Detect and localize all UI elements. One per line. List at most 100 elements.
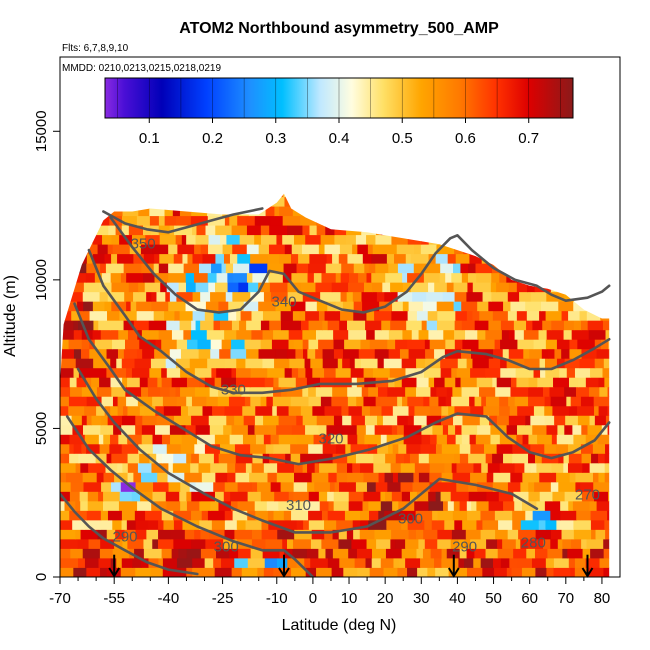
heatmap-cell — [89, 367, 107, 378]
heatmap-cell — [111, 234, 120, 245]
heatmap-cell — [161, 377, 173, 388]
heatmap-cell — [175, 358, 191, 369]
heatmap-cell — [230, 500, 239, 511]
heatmap-cell — [422, 301, 438, 312]
chart-title: ATOM2 Northbound asymmetry_500_AMP — [179, 20, 499, 37]
heatmap-cell — [574, 567, 589, 577]
heatmap-cell — [86, 263, 101, 274]
heatmap-cell — [221, 339, 232, 350]
heatmap-cell — [457, 358, 468, 369]
heatmap-cell — [125, 386, 142, 397]
heatmap-cell — [535, 567, 548, 577]
heatmap-cell — [598, 472, 606, 483]
heatmap-cell — [237, 500, 256, 511]
heatmap-cell — [168, 481, 181, 492]
heatmap-cell — [302, 339, 310, 350]
heatmap-cell — [105, 263, 125, 274]
heatmap-cell — [391, 234, 409, 245]
heatmap-cell — [219, 348, 232, 359]
heatmap-cell — [545, 339, 558, 350]
heatmap-cell — [117, 253, 134, 264]
heatmap-cell — [301, 244, 320, 255]
heatmap-cell — [331, 567, 344, 577]
heatmap-cell — [374, 424, 393, 435]
heatmap-cell — [75, 358, 94, 369]
heatmap-cell — [245, 358, 264, 369]
heatmap-cell — [307, 348, 316, 359]
heatmap-cell — [473, 196, 489, 207]
heatmap-cell — [418, 453, 430, 464]
heatmap-cell — [469, 253, 483, 264]
heatmap-cell — [293, 481, 308, 492]
heatmap-cell — [522, 472, 540, 483]
heatmap-cell — [235, 472, 250, 483]
heatmap-cell — [92, 234, 103, 245]
heatmap-cell — [371, 272, 386, 283]
heatmap-cell — [274, 491, 290, 502]
heatmap-cell — [417, 215, 426, 226]
heatmap-cell — [358, 272, 368, 283]
heatmap-cell — [477, 329, 486, 340]
heatmap-cell — [589, 462, 606, 473]
heatmap-cell — [417, 567, 428, 577]
heatmap-cell — [604, 519, 610, 530]
heatmap-cell — [235, 453, 254, 464]
heatmap-cell — [445, 196, 457, 207]
heatmap-cell — [468, 234, 478, 245]
heatmap-cell — [341, 434, 349, 445]
heatmap-cell — [217, 396, 230, 407]
heatmap-cell — [145, 510, 163, 521]
heatmap-cell — [86, 377, 92, 388]
heatmap-cell — [152, 538, 159, 549]
heatmap-cell — [101, 481, 112, 492]
heatmap-cell — [288, 329, 303, 340]
heatmap-cell — [517, 405, 535, 416]
heatmap-cell — [524, 462, 532, 473]
heatmap-cell — [450, 491, 470, 502]
heatmap-cell — [205, 225, 216, 236]
heatmap-cell — [442, 424, 449, 435]
heatmap-cell — [242, 405, 256, 416]
heatmap-cell — [109, 215, 123, 226]
heatmap-cell — [338, 253, 349, 264]
heatmap-cell — [368, 519, 383, 530]
heatmap-cell — [470, 367, 486, 378]
heatmap-cell — [516, 282, 528, 293]
heatmap-cell — [400, 510, 417, 521]
heatmap-cell — [75, 500, 81, 511]
heatmap-cell — [488, 301, 504, 312]
heatmap-cell — [385, 225, 395, 236]
heatmap-cell — [216, 272, 228, 283]
heatmap-cell — [60, 396, 70, 407]
heatmap-cell — [435, 443, 443, 454]
heatmap-cell — [508, 396, 516, 407]
heatmap-cell — [541, 348, 549, 359]
heatmap-cell — [148, 557, 160, 568]
heatmap-cell — [539, 472, 557, 483]
heatmap-cell — [590, 519, 605, 530]
heatmap-cell — [394, 253, 407, 264]
heatmap-cell — [553, 377, 570, 388]
heatmap-cell — [350, 367, 365, 378]
heatmap-cell — [580, 272, 590, 283]
heatmap-cell — [594, 491, 609, 502]
heatmap-cell — [136, 215, 151, 226]
heatmap-cell — [352, 519, 361, 530]
heatmap-cell — [347, 320, 366, 331]
heatmap-cell — [400, 462, 416, 473]
heatmap-cell — [445, 339, 456, 350]
heatmap-cell — [381, 320, 391, 331]
heatmap-cell — [413, 472, 420, 483]
heatmap-cell — [112, 519, 123, 530]
heatmap-cell — [124, 291, 134, 302]
heatmap-cell — [531, 557, 547, 568]
heatmap-cell — [377, 386, 388, 397]
heatmap-cell — [251, 329, 264, 340]
heatmap-cell — [545, 193, 555, 198]
heatmap-cell — [476, 244, 485, 255]
heatmap-cell — [467, 510, 482, 521]
heatmap-cell — [401, 377, 418, 388]
heatmap-cell — [586, 234, 601, 245]
heatmap-cell — [262, 358, 275, 369]
heatmap-cell — [327, 491, 335, 502]
